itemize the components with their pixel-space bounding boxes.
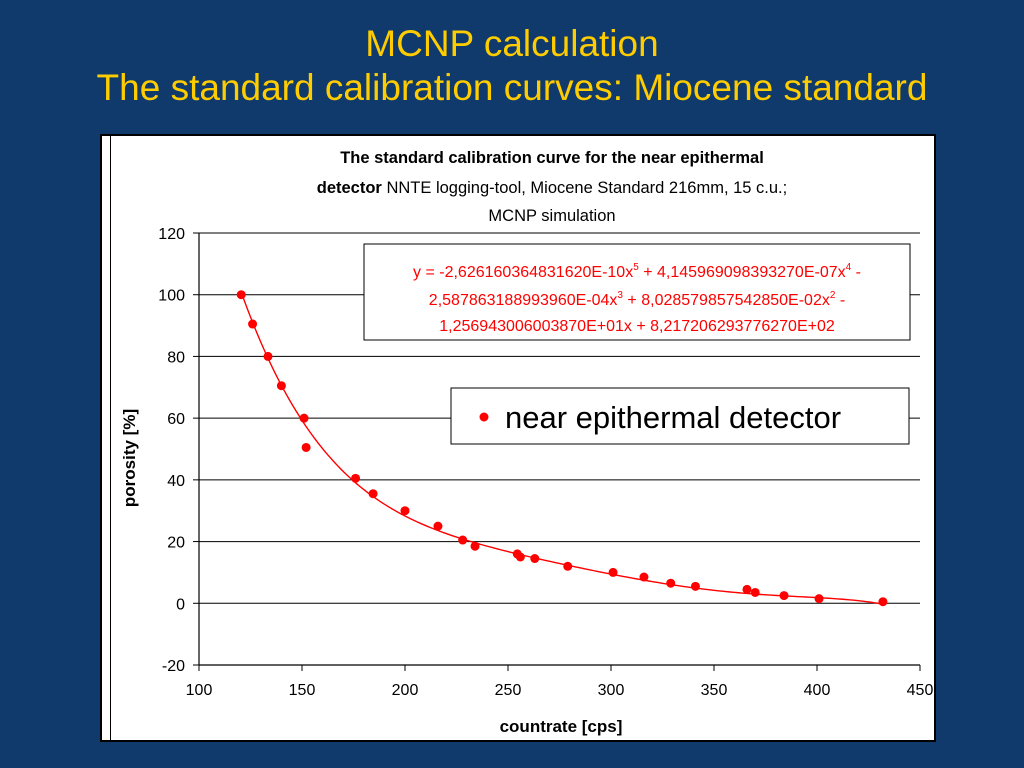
x-tick-label: 250 (495, 682, 522, 699)
equation-line2: 2,587863188993960E-04x3 + 8,028579857542… (429, 290, 845, 309)
slide-title-line1: MCNP calculation (365, 23, 659, 64)
x-tick-label: 350 (701, 682, 728, 699)
frame-inner-rule (110, 136, 111, 740)
data-point (779, 591, 789, 601)
y-tick-label: 80 (167, 349, 185, 366)
legend-marker (479, 412, 489, 422)
x-tick-label: 200 (392, 682, 419, 699)
equation-line1: y = -2,626160364831620E-10x5 + 4,1459690… (413, 262, 861, 281)
x-tick-label: 450 (907, 682, 934, 699)
data-points (236, 290, 888, 607)
eq-exp-3: 3 (617, 290, 623, 301)
chart-frame: The standard calibration curve for the n… (100, 134, 936, 742)
eq-term-5: y = -2,626160364831620E-10x (413, 264, 633, 281)
trendline-equation-box: y = -2,626160364831620E-10x5 + 4,1459690… (363, 243, 911, 341)
x-tick-labels: 100 150 200 250 300 350 400 450 (186, 682, 934, 699)
eq-term-4: + 4,145969098393270E-07x (639, 264, 846, 281)
data-point (750, 587, 760, 597)
x-tick-label: 400 (804, 682, 831, 699)
data-point (530, 554, 540, 564)
chart-title-line2-bold: detector (317, 179, 383, 197)
legend-border (450, 387, 910, 445)
y-tick-label: 100 (158, 288, 185, 305)
trendline-curve (240, 291, 884, 605)
data-point (301, 442, 311, 452)
calibration-chart: The standard calibration curve for the n… (120, 149, 934, 736)
data-point (236, 290, 246, 300)
slide-title: MCNP calculation The standard calibratio… (0, 22, 1024, 110)
y-tick-label: 40 (167, 473, 185, 490)
eq-exp-5: 5 (633, 262, 639, 273)
data-point (878, 597, 888, 607)
equation-line3: 1,256943006003870E+01x + 8,2172062937762… (439, 318, 835, 335)
data-point (515, 552, 525, 562)
data-point (263, 351, 273, 361)
data-point (470, 541, 480, 551)
eq-term-3: 2,587863188993960E-04x (429, 292, 618, 309)
data-point (563, 561, 573, 571)
y-tick-labels: -20 0 20 40 60 80 100 120 (158, 226, 185, 675)
x-tick-label: 300 (598, 682, 625, 699)
eq-dash-1: - (851, 264, 861, 281)
data-point (351, 473, 361, 483)
eq-term-2: + 8,028579857542850E-02x (623, 292, 830, 309)
eq-exp-4: 4 (846, 262, 852, 273)
data-point (248, 319, 258, 329)
chart-title-line3: MCNP simulation (488, 207, 615, 225)
data-point (666, 578, 676, 588)
x-tick-label: 100 (186, 682, 213, 699)
data-point (400, 506, 410, 516)
y-tick-label: 20 (167, 535, 185, 552)
data-point (639, 572, 649, 582)
y-tick-label: 120 (158, 226, 185, 243)
data-point (814, 594, 824, 604)
chart-title-line1: The standard calibration curve for the n… (340, 149, 764, 167)
legend: near epithermal detector (450, 387, 910, 445)
chart-title-line2-normal: NNTE logging-tool, Miocene Standard 216m… (382, 179, 787, 197)
eq-dash-2: - (835, 292, 845, 309)
data-point (368, 489, 378, 499)
y-axis-label: porosity [%] (120, 409, 139, 507)
equation-box-border (363, 243, 911, 341)
legend-label: near epithermal detector (505, 400, 841, 435)
y-tick-label: 0 (176, 596, 185, 613)
y-tick-label: -20 (162, 658, 185, 675)
y-tick-label: 60 (167, 411, 185, 428)
slide-title-line2: The standard calibration curves: Miocene… (96, 67, 928, 108)
chart-title-line2: detector NNTE logging-tool, Miocene Stan… (317, 179, 787, 197)
eq-exp-2: 2 (830, 290, 836, 301)
data-point (299, 413, 309, 423)
axes (193, 232, 921, 671)
data-point (690, 581, 700, 591)
data-point (276, 381, 286, 391)
x-axis-label: countrate [cps] (500, 717, 623, 736)
x-tick-label: 150 (289, 682, 316, 699)
data-point (608, 567, 618, 577)
data-point (458, 535, 468, 545)
data-point (742, 584, 752, 594)
data-point (433, 521, 443, 531)
